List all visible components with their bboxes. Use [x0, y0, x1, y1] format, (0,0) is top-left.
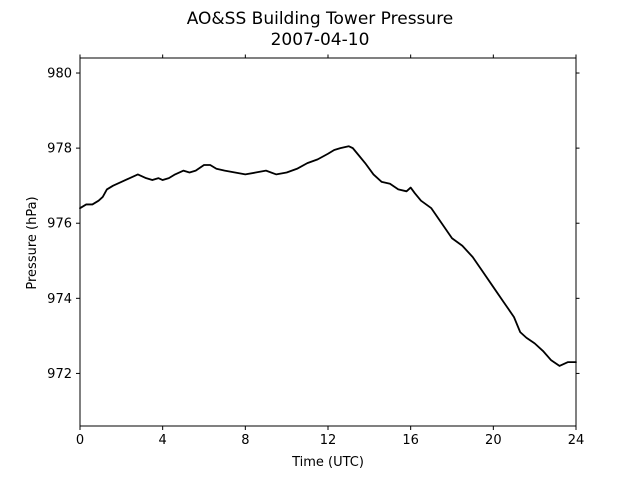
x-tick-label: 24 — [568, 433, 585, 448]
chart-subtitle: 2007-04-10 — [271, 30, 370, 50]
x-tick-label: 20 — [485, 433, 502, 448]
x-tick-label: 0 — [76, 433, 84, 448]
y-axis-label: Pressure (hPa) — [25, 196, 40, 289]
plot-frame — [79, 57, 577, 427]
x-tick-label: 8 — [241, 433, 249, 448]
y-tick-label: 974 — [47, 292, 72, 307]
y-tick-label: 980 — [47, 67, 72, 82]
chart-title: AO&SS Building Tower Pressure — [187, 9, 454, 29]
x-tick-label: 4 — [159, 433, 167, 448]
y-tick-label: 978 — [47, 142, 72, 157]
y-tick-label: 976 — [47, 217, 72, 232]
x-tick-label: 12 — [320, 433, 337, 448]
series-line-0 — [79, 145, 577, 367]
x-axis-label: Time (UTC) — [291, 455, 364, 470]
plot-area: 0 4 8 12 16 20 24 972 974 976 978 980 — [47, 54, 585, 448]
y-tick-label: 972 — [47, 367, 72, 382]
x-tick-label: 16 — [402, 433, 419, 448]
